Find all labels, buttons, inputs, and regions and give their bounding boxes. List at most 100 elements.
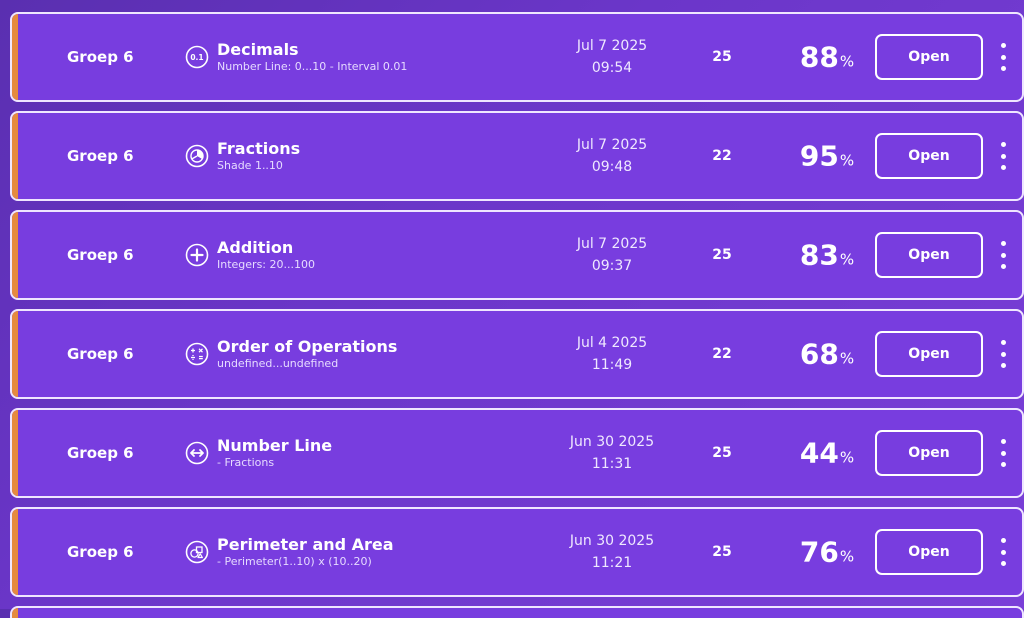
activity-title: Order of Operations [217,337,398,356]
student-count: 25 [712,445,732,461]
activity-info: Number Line - Fractions [217,436,547,470]
score: 68% [782,338,872,371]
shapes-icon [185,540,209,564]
activity-title: Number Line [217,436,333,455]
activity-info: Addition Integers: 20...100 [217,238,547,272]
assignment-date: Jul 7 2025 [576,137,648,153]
score: 88% [782,41,872,74]
more-options-icon[interactable] [995,43,1011,71]
assignment-datetime: Jul 7 2025 09:37 [542,233,682,277]
score-value: 68 [799,337,839,371]
assignment-time: 09:48 [591,159,633,175]
assignment-datetime: Jul 7 2025 09:48 [542,134,682,178]
assignment-time: 11:21 [591,555,633,571]
activity-subtitle: Number Line: 0...10 - Interval 0.01 [217,60,408,73]
assignment-date: Jul 4 2025 [576,335,648,351]
group-name: Groep 6 [67,345,134,363]
student-count: 25 [712,49,732,65]
group-name: Groep 6 [67,444,134,462]
activity-subtitle: - Perimeter(1..10) x (10..20) [217,555,372,568]
activity-title: Decimals [217,40,299,59]
activity-info: Fractions Shade 1..10 [217,139,547,173]
score-percent-sign: % [839,52,855,71]
activity-subtitle: Shade 1..10 [217,159,283,172]
group-name: Groep 6 [67,543,134,561]
student-count: 25 [712,247,732,263]
assignment-time: 09:37 [591,258,633,274]
student-count: 22 [712,148,732,164]
open-button[interactable]: Open [875,34,983,80]
activity-title: Perimeter and Area [217,535,394,554]
activity-title: Fractions [217,139,301,158]
decimal-icon: 0.1 [185,45,209,69]
open-button[interactable]: Open [875,232,983,278]
open-button[interactable]: Open [875,133,983,179]
more-options-icon[interactable] [995,241,1011,269]
group-name: Groep 6 [67,246,134,264]
assignment-date: Jun 30 2025 [569,533,655,549]
assignment-list: Groep 6 0.1 Decimals Number Line: 0...10… [10,12,1024,618]
score-percent-sign: % [839,250,855,269]
score: 95% [782,140,872,173]
more-options-icon[interactable] [995,538,1011,566]
score-value: 95 [799,139,839,173]
activity-info: Order of Operations undefined...undefine… [217,337,547,371]
assignment-datetime: Jun 30 2025 11:31 [542,431,682,475]
more-options-icon[interactable] [995,340,1011,368]
more-options-icon[interactable] [995,439,1011,467]
activity-info: Decimals Number Line: 0...10 - Interval … [217,40,547,74]
assignment-datetime: Jun 30 2025 11:21 [542,530,682,574]
fraction-pie-icon [185,144,209,168]
assignment-row[interactable]: Groep 6 Number Line - Fractions Jun 30 2… [10,408,1024,498]
group-name: Groep 6 [67,147,134,165]
score-percent-sign: % [839,349,855,368]
assignment-row[interactable]: Groep 6 Fractions Shade 1..10 Jul 7 2025… [10,111,1024,201]
activity-subtitle: Integers: 20...100 [217,258,315,271]
score-percent-sign: % [839,448,855,467]
row-accent-bar [12,113,18,199]
operations-icon [185,342,209,366]
score: 83% [782,239,872,272]
activity-subtitle: undefined...undefined [217,357,339,370]
more-options-icon[interactable] [995,142,1011,170]
open-button[interactable]: Open [875,430,983,476]
assignment-row[interactable]: Groep 6 Addition Integers: 20...100 Jul … [10,210,1024,300]
score-value: 76 [799,535,839,569]
svg-text:0.1: 0.1 [190,53,203,62]
score: 44% [782,437,872,470]
row-accent-bar [12,212,18,298]
assignment-date: Jun 30 2025 [569,434,655,450]
assignment-row-partial[interactable] [10,606,1024,618]
score-percent-sign: % [839,547,855,566]
assignment-row[interactable]: Groep 6 0.1 Decimals Number Line: 0...10… [10,12,1024,102]
double-arrow-icon [185,441,209,465]
row-accent-bar [12,311,18,397]
group-name: Groep 6 [67,48,134,66]
assignment-time: 09:54 [591,60,633,76]
row-accent-bar [12,410,18,496]
activity-title: Addition [217,238,294,257]
assignment-datetime: Jul 7 2025 09:54 [542,35,682,79]
score-value: 88 [799,40,839,74]
activity-info: Perimeter and Area - Perimeter(1..10) x … [217,535,547,569]
assignment-date: Jul 7 2025 [576,38,648,54]
open-button[interactable]: Open [875,529,983,575]
score: 76% [782,536,872,569]
score-value: 44 [799,436,839,470]
student-count: 22 [712,346,732,362]
row-accent-bar [12,608,18,618]
score-percent-sign: % [839,151,855,170]
assignment-time: 11:31 [591,456,633,472]
row-accent-bar [12,509,18,595]
assignment-row[interactable]: Groep 6 Perimeter and Area - Perimeter(1… [10,507,1024,597]
plus-circle-icon [185,243,209,267]
student-count: 25 [712,544,732,560]
score-value: 83 [799,238,839,272]
assignment-time: 11:49 [591,357,633,373]
activity-subtitle: - Fractions [217,456,275,469]
open-button[interactable]: Open [875,331,983,377]
assignment-datetime: Jul 4 2025 11:49 [542,332,682,376]
row-accent-bar [12,14,18,100]
assignment-row[interactable]: Groep 6 Order of Operations undefined...… [10,309,1024,399]
assignment-date: Jul 7 2025 [576,236,648,252]
